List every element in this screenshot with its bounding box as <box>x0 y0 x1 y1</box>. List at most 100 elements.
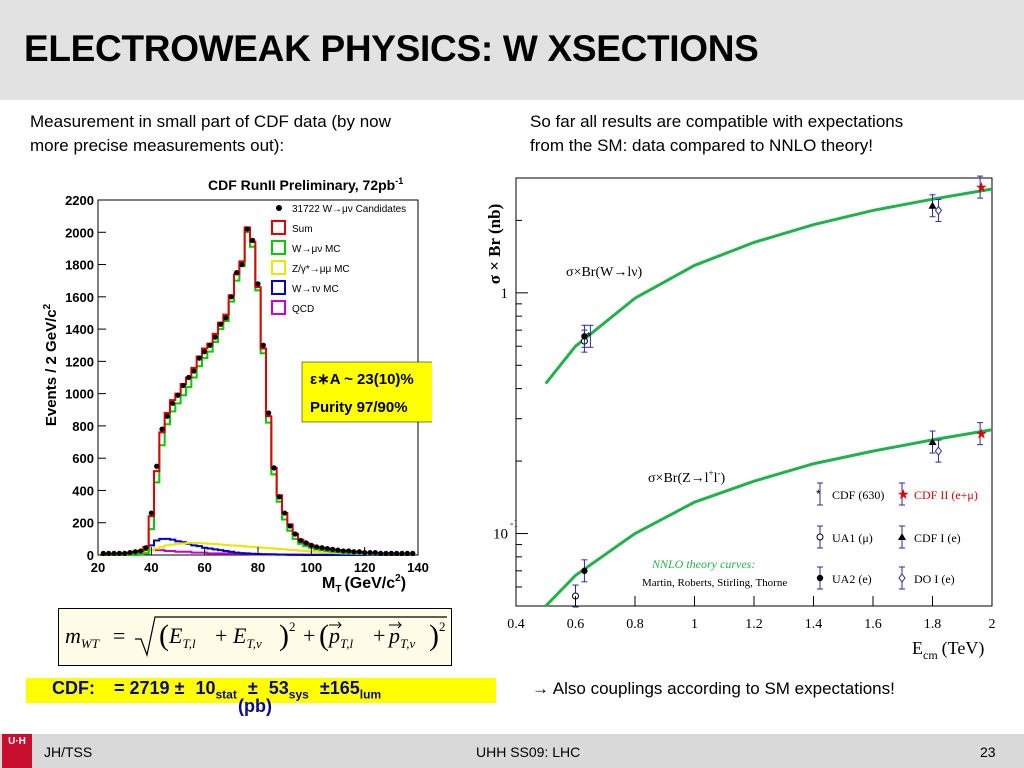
histogram-data-point <box>207 342 213 348</box>
marker-open-diamond <box>934 446 943 456</box>
marker-filled-circle <box>581 567 588 575</box>
histogram-data-point <box>266 410 272 416</box>
histogram-x-tick-label: 120 <box>354 560 376 575</box>
marker-star: * <box>816 487 821 501</box>
histogram-y-tick-label: 1600 <box>65 290 94 305</box>
histogram-data-point <box>196 355 202 361</box>
histogram-y-tick-label: 1200 <box>65 354 94 369</box>
marker-open-diamond <box>898 573 906 583</box>
histogram-data-point <box>116 550 122 556</box>
xs-x-tick-label: 1.4 <box>805 617 823 632</box>
formula-equals: = <box>113 623 125 648</box>
formula-pow-2: 2 <box>439 619 446 634</box>
histogram-data-point <box>111 550 117 556</box>
xs-x-tick-label: 0.6 <box>567 617 585 632</box>
legend-marker-z <box>271 260 286 275</box>
efficiency-annotation: ε∗A ~ 23(10)% Purity 97/90% <box>301 361 443 423</box>
marker-triangle <box>928 201 937 209</box>
xs-legend-label: DO I (e) <box>914 572 955 586</box>
histogram-data-point <box>410 550 416 556</box>
theory-curves-label: NNLO theory curves: <box>651 557 755 571</box>
left-description-line-1: Measurement in small part of CDF data (b… <box>30 112 391 131</box>
xs-x-tick-label: 0.8 <box>626 617 644 632</box>
footer: JH/TSS UHH SS09: LHC 23 <box>0 734 1024 768</box>
marker-red-star: ★ <box>897 486 910 502</box>
histogram-data-point <box>191 368 197 374</box>
histogram-data-point <box>378 550 384 556</box>
histogram-y-tick-label: 1800 <box>65 258 94 273</box>
mt-histogram: 0 200 400 600 800 1000 1200 1400 1600 1800 2000 220… <box>26 170 443 595</box>
histogram-data-point <box>287 523 293 529</box>
cdf-stat-value: 10 <box>195 678 216 698</box>
cdf-result-unit: (pb) <box>238 696 272 716</box>
legend-label: Sum <box>292 224 313 235</box>
histogram-data-point <box>244 226 250 232</box>
histogram-data-point <box>106 550 112 556</box>
histogram-data-point <box>239 261 245 268</box>
xs-legend-label: UA2 (e) <box>832 572 872 586</box>
histogram-data-point <box>340 548 346 554</box>
legend-marker-wmunu <box>271 240 286 255</box>
histogram-data-point <box>394 550 400 556</box>
xs-x-tick-label: 1.6 <box>864 617 882 632</box>
svg-text:(: ( <box>159 619 169 652</box>
histogram-data-point <box>346 548 352 554</box>
xs-y-tick-label: 1 <box>501 286 509 302</box>
formula-e-neutrino: ET,ν <box>232 623 262 651</box>
marker-open-circle <box>816 533 824 541</box>
cdf-result-highlight <box>26 678 496 703</box>
histogram-data-point <box>122 550 128 556</box>
efficiency-text: ε∗A ~ 23(10)% <box>310 371 414 388</box>
cdf-sys-sub: sys <box>288 687 309 702</box>
xs-y-tick-label: 10 <box>493 527 508 543</box>
w-curve-label: σ×Br(W→lν) <box>566 265 643 280</box>
xs-legend-label: CDF (630) <box>832 488 884 502</box>
cdf-pm-2: ± <box>319 678 330 698</box>
histogram-y-tick-label: 2200 <box>65 193 94 208</box>
marker-filled-circle <box>581 333 588 340</box>
footer-course: UHH SS09: LHC <box>476 744 581 760</box>
left-description: Measurement in small part of CDF data (b… <box>30 110 391 158</box>
cdf-lum-value: 165 <box>329 678 360 698</box>
histogram-y-tick-label: 200 <box>72 516 94 531</box>
histogram-x-tick-label: 140 <box>407 560 429 575</box>
histogram-data-point <box>212 334 218 340</box>
histogram-data-point <box>351 549 357 555</box>
right-description-line-1: So far all results are compatible with e… <box>530 112 904 131</box>
couplings-note: → Also couplings according to SM expecta… <box>532 679 895 698</box>
purity-text: Purity 97/90% <box>310 399 408 416</box>
histogram-data-point <box>314 544 320 550</box>
university-logo: U·H <box>2 734 32 768</box>
formula-plus-3: + <box>373 623 385 648</box>
right-description-line-2: from the SM: data compared to NNLO theor… <box>530 136 873 155</box>
histogram-x-axis-label: MT (GeV/c2) <box>322 573 406 595</box>
cdf-stat-sub: stat <box>215 687 237 702</box>
svg-text:): ) <box>429 619 439 652</box>
legend-marker-wtau <box>271 280 286 295</box>
marker-triangle <box>928 438 937 446</box>
histogram-data-point <box>404 550 410 556</box>
histogram-data-point <box>186 374 192 381</box>
xs-y-tick-exponent: -1 <box>510 519 518 530</box>
footer-author: JH/TSS <box>44 744 93 760</box>
marker-filled-circle <box>816 574 824 582</box>
xs-x-tick-label: 0.4 <box>507 617 525 632</box>
xs-x-tick-label: 1.2 <box>745 617 763 632</box>
svg-text:): ) <box>279 619 289 652</box>
legend-label: W→τν MC <box>292 284 339 295</box>
histogram-data-point <box>223 315 229 321</box>
marker-triangle <box>898 533 906 540</box>
xs-x-tick-label: 2 <box>989 617 996 632</box>
right-description: So far all results are compatible with e… <box>530 110 903 158</box>
xs-x-tick-label: 1 <box>691 617 698 632</box>
histogram-y-tick-label: 1400 <box>65 322 94 337</box>
histogram-data-point <box>367 549 373 556</box>
histogram-data-point <box>148 510 154 516</box>
histogram-data-point <box>202 349 208 355</box>
histogram-data-point <box>271 465 277 471</box>
transverse-mass-formula: mWT = ( ET,l + ET,ν ) 2 + ( pT,l + pT,ν … <box>58 608 452 666</box>
cdf-pm-1: ± <box>247 678 258 698</box>
formula-svg: mWT = ( ET,l + ET,ν ) 2 + ( pT,l + pT,ν … <box>65 616 447 658</box>
theory-authors-label: Martin, Roberts, Stirling, Thorne <box>642 577 787 589</box>
histogram-data-point <box>164 413 170 419</box>
